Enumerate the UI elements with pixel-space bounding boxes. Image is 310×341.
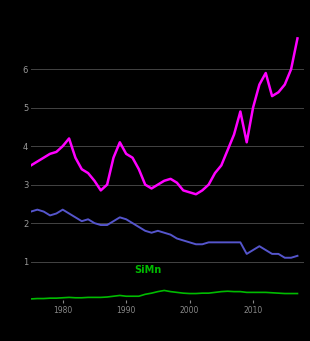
Text: SiMn: SiMn — [135, 265, 162, 275]
